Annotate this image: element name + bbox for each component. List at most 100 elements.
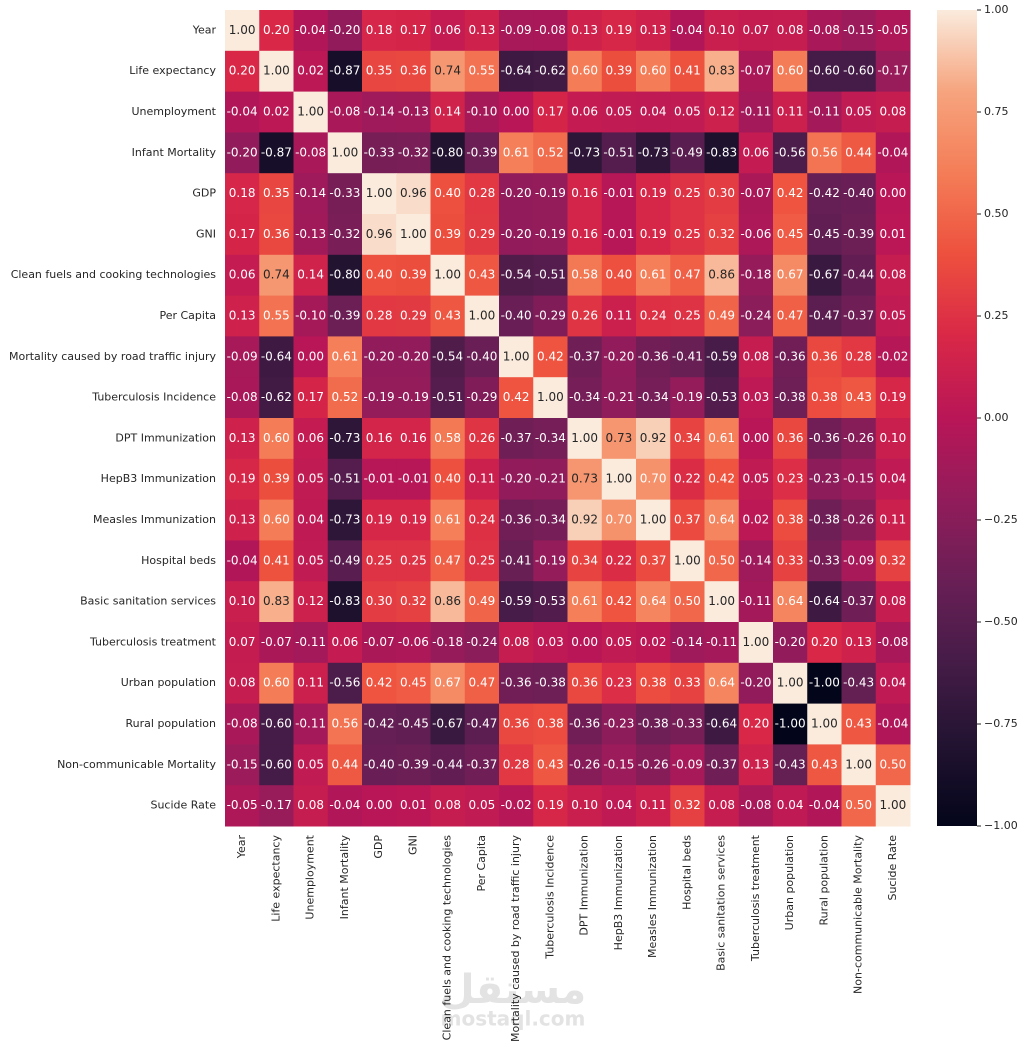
cell-label: -0.41: [501, 553, 532, 567]
cell-label: -0.54: [501, 268, 532, 282]
heatmap-cell: [293, 744, 329, 786]
heatmap-cell: [807, 499, 842, 541]
cell-label: 1.00: [606, 472, 633, 486]
heatmap-cell: [807, 418, 842, 460]
heatmap-cell: [636, 703, 671, 745]
cell-label: 0.13: [640, 23, 667, 37]
cell-label: -0.37: [569, 349, 600, 363]
cell-label: 0.38: [811, 390, 838, 404]
cell-label: -0.14: [740, 553, 771, 567]
heatmap-cell: [293, 295, 329, 337]
heatmap-cell: [773, 785, 808, 827]
cell-label: 0.44: [332, 757, 359, 771]
heatmap-cell: [704, 622, 740, 664]
heatmap-cell: [499, 50, 534, 93]
cell-label: 0.42: [606, 594, 633, 608]
cell-label: -0.20: [775, 635, 806, 649]
cell-label: -0.36: [775, 349, 806, 363]
colorbar-tick-label: 0.50: [984, 207, 1009, 220]
heatmap-cell: [259, 50, 294, 93]
heatmap-cell: [259, 132, 294, 174]
heatmap-cell: [670, 254, 705, 297]
heatmap-cell: [293, 662, 329, 705]
heatmap-cell: [875, 458, 911, 501]
cell-label: 1.00: [708, 594, 735, 608]
heatmap-cell: [807, 458, 842, 501]
cell-label: 0.05: [297, 757, 324, 771]
heatmap-cell: [430, 254, 466, 297]
heatmap-cell: [875, 254, 911, 297]
heatmap-cell: [636, 785, 671, 827]
heatmap-cell: [362, 744, 397, 786]
cell-label: -0.08: [329, 105, 360, 119]
heatmap-cell: [464, 295, 500, 337]
heatmap-cell: [807, 132, 842, 174]
cell-label: 0.04: [777, 798, 804, 812]
heatmap-cell: [807, 214, 842, 256]
heatmap-cell: [738, 662, 774, 705]
cell-label: -0.64: [706, 717, 737, 731]
heatmap-cell: [225, 295, 260, 337]
heatmap-cell: [670, 50, 705, 93]
heatmap-cell: [601, 622, 637, 664]
cell-label: 0.70: [640, 472, 667, 486]
cell-label: 1.00: [743, 635, 770, 649]
cell-label: -0.73: [329, 513, 360, 527]
cell-label: 0.25: [400, 553, 427, 567]
cell-label: 0.29: [469, 227, 496, 241]
heatmap-cell: [738, 132, 774, 174]
cell-label: -0.47: [809, 309, 840, 323]
cell-label: 0.32: [674, 798, 701, 812]
heatmap-cell: [396, 662, 431, 705]
heatmap-cell: [464, 132, 500, 174]
heatmap-cell: [225, 662, 260, 705]
cell-label: -0.34: [638, 390, 669, 404]
heatmap-cell: [396, 214, 431, 256]
x-tick-label: Per Capita: [475, 835, 488, 892]
heatmap-cell: [464, 622, 500, 664]
heatmap-cell: [362, 10, 397, 52]
cell-label: -0.19: [364, 390, 395, 404]
cell-label: -0.60: [809, 64, 840, 78]
heatmap-cell: [601, 458, 637, 501]
y-tick-label: Year: [192, 23, 217, 36]
cell-label: 1.00: [400, 227, 427, 241]
heatmap-cell: [362, 295, 397, 337]
heatmap-cell: [259, 499, 294, 541]
heatmap-cell: [567, 295, 603, 337]
heatmap-cell: [601, 336, 637, 378]
cell-label: -0.51: [329, 472, 360, 486]
colorbar-tick-label: 0.00: [984, 411, 1009, 424]
heatmap-cell: [807, 785, 842, 827]
heatmap-cell: [738, 622, 774, 664]
x-tick-label: Mortality caused by road traffic injury: [509, 835, 522, 1043]
cell-label: -0.15: [227, 757, 258, 771]
heatmap-cell: [533, 295, 568, 337]
cell-label: 0.50: [674, 594, 701, 608]
cell-label: -0.64: [501, 64, 532, 78]
cell-label: 1.00: [674, 553, 701, 567]
cell-label: -0.53: [535, 594, 566, 608]
cell-label: -0.39: [466, 145, 497, 159]
cell-label: -0.04: [227, 553, 258, 567]
heatmap-cell: [841, 458, 877, 501]
heatmap-cell: [499, 214, 534, 256]
cell-label: 0.04: [880, 472, 907, 486]
y-tick-label: DPT Immunization: [115, 431, 216, 444]
cell-label: -0.07: [261, 635, 292, 649]
cell-label: 0.39: [263, 472, 290, 486]
cell-label: -0.87: [329, 64, 360, 78]
cell-label: -0.45: [398, 717, 429, 731]
heatmap-cell: [327, 540, 363, 582]
heatmap-cell: [567, 214, 603, 256]
heatmap-cell: [773, 418, 808, 460]
cell-label: 0.35: [263, 186, 290, 200]
cell-label: 0.25: [674, 227, 701, 241]
cell-label: 0.28: [366, 309, 393, 323]
heatmap-cell: [293, 377, 329, 419]
cell-label: 0.70: [606, 513, 633, 527]
cell-label: 0.50: [845, 798, 872, 812]
cell-label: -0.14: [364, 105, 395, 119]
heatmap-cell: [362, 785, 397, 827]
cell-label: -0.87: [261, 145, 292, 159]
